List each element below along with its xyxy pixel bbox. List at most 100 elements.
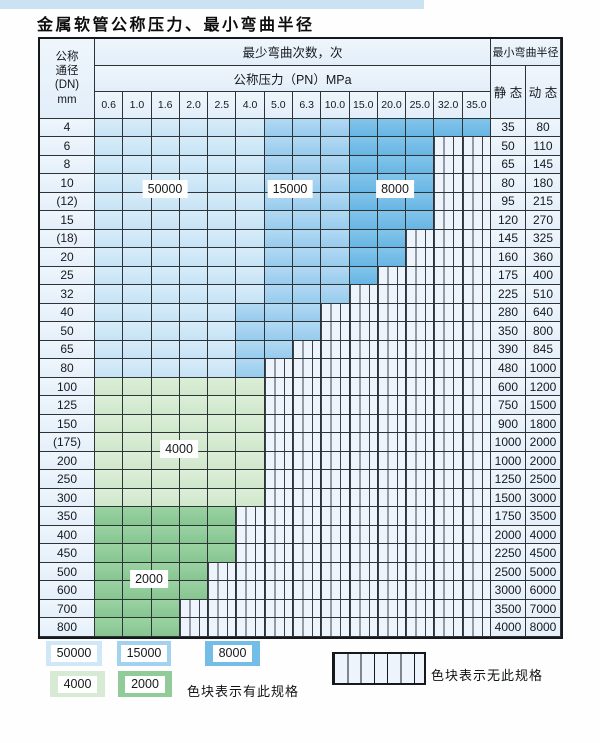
matrix-cell-no-spec xyxy=(462,488,491,508)
matrix-cell-50000 xyxy=(208,303,237,323)
dn-cell: 800 xyxy=(40,618,95,637)
matrix-cell-50000 xyxy=(151,322,180,341)
matrix-cell-50000 xyxy=(208,248,237,267)
matrix-cell-50000 xyxy=(123,211,152,230)
static-value-cell: 1000 xyxy=(491,451,526,471)
dynamic-value-cell: 640 xyxy=(526,303,561,323)
matrix-cell-50000 xyxy=(123,266,152,286)
dn-cell: 15 xyxy=(40,211,95,230)
static-value-cell: 900 xyxy=(491,414,526,434)
matrix-cell-no-spec xyxy=(406,581,435,600)
matrix-cell-no-spec xyxy=(349,433,378,452)
matrix-cell-no-spec xyxy=(377,544,407,563)
matrix-cell-2000 xyxy=(123,599,152,619)
matrix-cell-no-spec xyxy=(406,396,435,415)
matrix-cell-2000 xyxy=(208,525,237,545)
matrix-cell-50000 xyxy=(236,192,265,212)
dynamic-value-cell: 845 xyxy=(526,340,561,360)
pressure-col-header: 2.0 xyxy=(179,92,209,119)
matrix-cell-no-spec xyxy=(321,414,350,434)
matrix-cell-no-spec xyxy=(462,433,491,452)
matrix-cell-2000 xyxy=(179,507,209,526)
matrix-cell-no-spec xyxy=(264,525,293,545)
matrix-cell-no-spec xyxy=(236,507,265,526)
dn-cell: (12) xyxy=(40,192,95,212)
matrix-cell-50000 xyxy=(151,137,180,156)
matrix-cell-no-spec xyxy=(293,470,322,489)
matrix-cell-no-spec xyxy=(434,174,463,193)
legend-swatch-label: 15000 xyxy=(120,645,168,662)
no-spec-swatch xyxy=(332,652,426,685)
matrix-cell-no-spec xyxy=(406,451,435,471)
matrix-cell-15000 xyxy=(264,322,293,341)
matrix-cell-no-spec xyxy=(293,599,322,619)
matrix-cell-no-spec xyxy=(434,488,463,508)
matrix-cell-no-spec xyxy=(406,322,435,341)
dynamic-value-cell: 325 xyxy=(526,229,561,249)
matrix-cell-4000 xyxy=(236,488,265,508)
matrix-cell-no-spec xyxy=(406,377,435,397)
matrix-cell-2000 xyxy=(123,525,152,545)
matrix-cell-50000 xyxy=(123,248,152,267)
matrix-cell-no-spec xyxy=(321,303,350,323)
pressure-col-header: 20.0 xyxy=(377,92,407,119)
matrix-cell-15000 xyxy=(321,229,350,249)
matrix-cell-15000 xyxy=(236,359,265,378)
matrix-cell-no-spec xyxy=(293,581,322,600)
matrix-cell-no-spec xyxy=(434,322,463,341)
dn-cell: 400 xyxy=(40,525,95,545)
matrix-cell-8000 xyxy=(349,155,378,175)
matrix-cell-no-spec xyxy=(321,507,350,526)
dn-cell: 150 xyxy=(40,414,95,434)
matrix-cell-50000 xyxy=(208,340,237,360)
matrix-cell-no-spec xyxy=(349,396,378,415)
matrix-cell-no-spec xyxy=(179,599,209,619)
matrix-cell-4000 xyxy=(236,451,265,471)
matrix-cell-50000 xyxy=(95,266,124,286)
dn-cell: 32 xyxy=(40,285,95,304)
matrix-cell-50000 xyxy=(208,285,237,304)
matrix-cell-15000 xyxy=(321,192,350,212)
dynamic-value-cell: 5000 xyxy=(526,562,561,582)
matrix-cell-50000 xyxy=(151,285,180,304)
matrix-cell-no-spec xyxy=(293,359,322,378)
dynamic-value-cell: 6000 xyxy=(526,581,561,600)
matrix-cell-4000 xyxy=(95,396,124,415)
matrix-cell-no-spec xyxy=(434,192,463,212)
matrix-cell-8000 xyxy=(349,192,378,212)
matrix-cell-8000 xyxy=(349,266,378,286)
static-value-cell: 225 xyxy=(491,285,526,304)
matrix-cell-50000 xyxy=(151,118,180,138)
dynamic-value-cell: 215 xyxy=(526,192,561,212)
matrix-cell-no-spec xyxy=(406,525,435,545)
matrix-cell-no-spec xyxy=(377,285,407,304)
matrix-cell-no-spec xyxy=(462,303,491,323)
matrix-cell-no-spec xyxy=(293,396,322,415)
matrix-cell-no-spec xyxy=(462,396,491,415)
matrix-cell-no-spec xyxy=(434,377,463,397)
matrix-cell-no-spec xyxy=(377,599,407,619)
matrix-cell-50000 xyxy=(123,285,152,304)
matrix-cell-50000 xyxy=(151,359,180,378)
matrix-cell-no-spec xyxy=(377,433,407,452)
static-value-cell: 350 xyxy=(491,322,526,341)
dynamic-header: 动 态 xyxy=(526,65,561,119)
matrix-cell-no-spec xyxy=(462,414,491,434)
matrix-cell-2000 xyxy=(179,525,209,545)
matrix-cell-15000 xyxy=(293,322,322,341)
matrix-cell-no-spec xyxy=(434,303,463,323)
matrix-cell-no-spec xyxy=(349,470,378,489)
matrix-cell-15000 xyxy=(321,137,350,156)
pressure-col-header: 10.0 xyxy=(321,92,350,119)
static-value-cell: 3000 xyxy=(491,581,526,600)
legend-swatch-label: 4000 xyxy=(57,675,98,693)
matrix-cell-no-spec xyxy=(406,285,435,304)
pressure-col-header: 15.0 xyxy=(349,92,378,119)
matrix-cell-no-spec xyxy=(462,155,491,175)
matrix-cell-15000 xyxy=(236,340,265,360)
matrix-cell-15000 xyxy=(264,340,293,360)
matrix-cell-no-spec xyxy=(321,322,350,341)
matrix-cell-no-spec xyxy=(434,266,463,286)
matrix-cell-no-spec xyxy=(349,581,378,600)
matrix-cell-15000 xyxy=(321,211,350,230)
